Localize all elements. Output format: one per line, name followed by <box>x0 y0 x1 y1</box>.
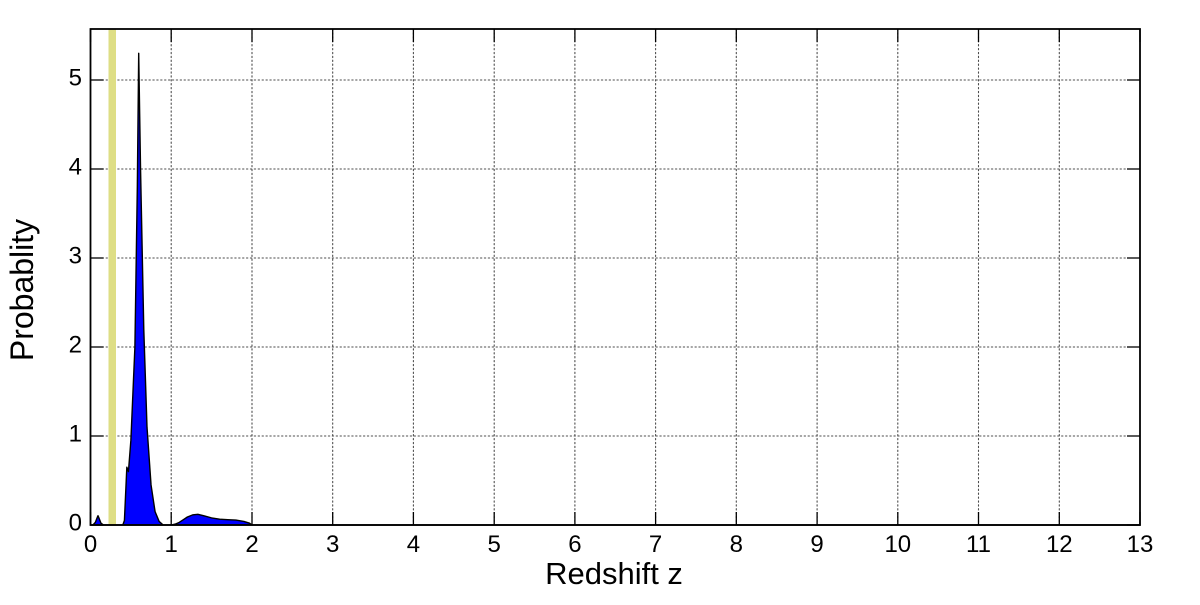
svg-text:5: 5 <box>488 531 501 558</box>
svg-text:13: 13 <box>1127 531 1154 558</box>
svg-text:Probablity: Probablity <box>4 219 40 361</box>
svg-text:1: 1 <box>69 421 82 448</box>
svg-text:1: 1 <box>165 531 178 558</box>
svg-text:12: 12 <box>1046 531 1073 558</box>
svg-text:11: 11 <box>966 531 991 558</box>
svg-text:2: 2 <box>69 332 82 359</box>
svg-text:3: 3 <box>69 243 82 270</box>
svg-text:3: 3 <box>326 531 339 558</box>
svg-text:6: 6 <box>568 531 581 558</box>
svg-text:9: 9 <box>810 531 823 558</box>
svg-text:2: 2 <box>245 531 258 558</box>
svg-text:5: 5 <box>69 65 82 92</box>
svg-text:8: 8 <box>730 531 743 558</box>
svg-text:4: 4 <box>407 531 420 558</box>
svg-text:0: 0 <box>84 531 97 558</box>
svg-text:Redshift z: Redshift z <box>545 556 683 591</box>
svg-text:4: 4 <box>69 154 82 181</box>
svg-text:7: 7 <box>649 531 662 558</box>
svg-text:0: 0 <box>69 510 82 537</box>
svg-text:10: 10 <box>884 531 911 558</box>
